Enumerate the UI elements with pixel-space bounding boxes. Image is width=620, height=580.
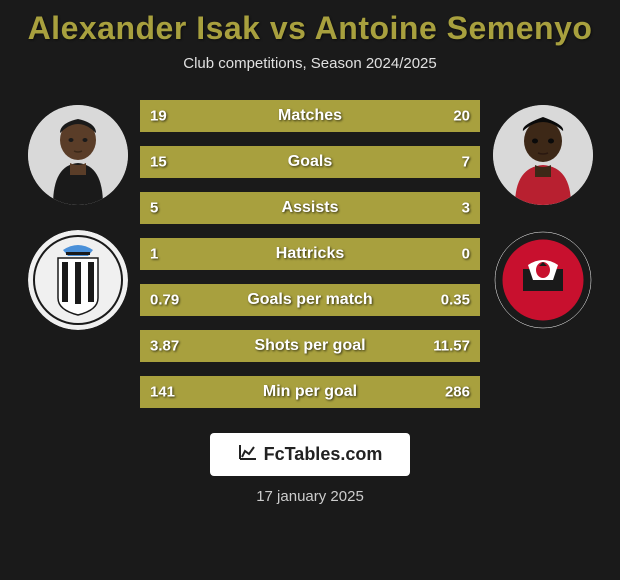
stats-bars: 19 20 Matches 15 7 Goals 5 3 Assists 1 0 Hattricks 0…: [130, 100, 490, 408]
left-side: [25, 100, 130, 330]
brand-icon: [238, 443, 258, 466]
stat-value-right: 0.35: [441, 292, 470, 309]
stat-value-right: 20: [453, 108, 470, 125]
stat-label: Shots per goal: [254, 337, 365, 355]
stat-value-right: 0: [462, 246, 470, 263]
stat-label: Min per goal: [263, 383, 357, 401]
page-subtitle: Club competitions, Season 2024/2025: [0, 55, 620, 72]
stat-label: Goals per match: [247, 291, 372, 309]
stat-label: Goals: [288, 153, 332, 171]
stat-label: Hattricks: [276, 245, 344, 263]
stat-value-right: 286: [445, 384, 470, 401]
brand-badge: FcTables.com: [210, 433, 411, 476]
stat-label: Matches: [278, 107, 342, 125]
stat-row: 141 286 Min per goal: [140, 376, 480, 408]
stat-value-left: 5: [150, 200, 158, 217]
stat-value-left: 3.87: [150, 338, 179, 355]
stat-value-right: 11.57: [433, 338, 470, 355]
page-title: Alexander Isak vs Antoine Semenyo: [0, 10, 620, 47]
stat-value-left: 15: [150, 154, 167, 171]
player-right-avatar: [493, 105, 593, 205]
brand-text: FcTables.com: [264, 444, 383, 465]
stat-fill-left: [140, 146, 372, 178]
stat-row: 15 7 Goals: [140, 146, 480, 178]
stat-row: 3.87 11.57 Shots per goal: [140, 330, 480, 362]
stat-value-left: 1: [150, 246, 158, 263]
stat-row: 5 3 Assists: [140, 192, 480, 224]
stat-value-right: 7: [462, 154, 470, 171]
stat-row: 0.79 0.35 Goals per match: [140, 284, 480, 316]
club-left-badge: [28, 230, 128, 330]
date-text: 17 january 2025: [256, 488, 364, 505]
right-side: [490, 100, 595, 330]
stat-value-right: 3: [462, 200, 470, 217]
stat-row: 1 0 Hattricks: [140, 238, 480, 270]
stat-value-left: 19: [150, 108, 167, 125]
stat-row: 19 20 Matches: [140, 100, 480, 132]
stat-value-left: 0.79: [150, 292, 179, 309]
stat-value-left: 141: [150, 384, 175, 401]
club-right-badge: [493, 230, 593, 330]
player-left-avatar: [28, 105, 128, 205]
stat-label: Assists: [282, 199, 339, 217]
